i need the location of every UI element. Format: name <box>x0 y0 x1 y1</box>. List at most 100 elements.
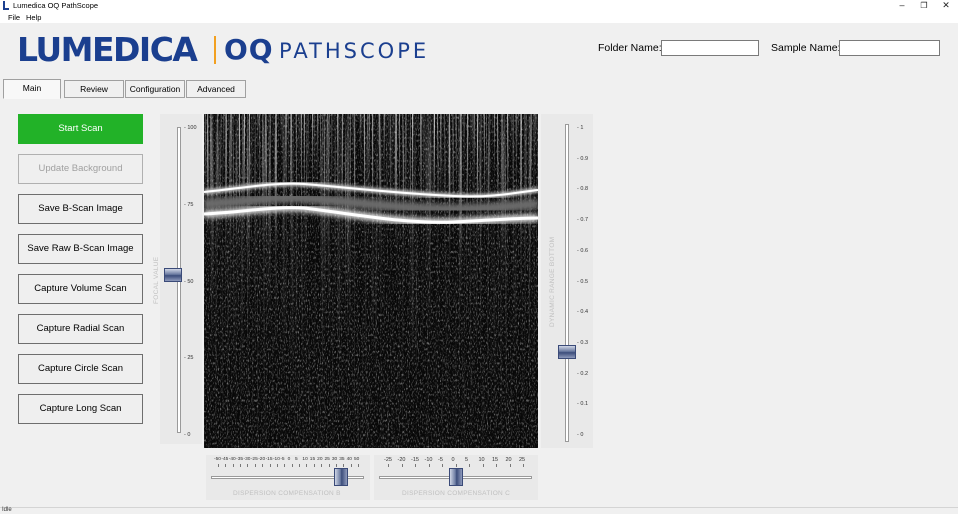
dispersion-c-tick-mark <box>442 464 443 467</box>
tab-advanced[interactable]: Advanced <box>186 80 246 98</box>
dispersion-b-track[interactable] <box>211 476 364 479</box>
dispersion-c-tick-mark <box>388 464 389 467</box>
focal-slider-caption: FOCAL VALUE <box>153 256 160 304</box>
tab-review[interactable]: Review <box>64 80 124 98</box>
logo-product-prefix: OQ <box>224 33 274 66</box>
logo-brand: LUMEDICA <box>17 30 198 69</box>
dispersion-c-tick-mark <box>401 464 403 467</box>
dynamic-range-slider-track[interactable] <box>565 124 569 442</box>
capture-circle-scan-button[interactable]: Capture Circle Scan <box>18 354 143 384</box>
dispersion-b-tick-label: -20 <box>258 457 266 462</box>
dispersion-b-tick-mark <box>306 464 308 467</box>
capture-long-scan-button[interactable]: Capture Long Scan <box>18 394 143 424</box>
dispersion-c-tick-label: -10 <box>424 457 433 463</box>
focal-slider-panel: - 100 - 75 - 50 - 25 - 0 FOCAL VALUE <box>153 114 202 444</box>
dispersion-b-tick-label: 35 <box>339 457 345 462</box>
dispersion-b-caption: DISPERSION COMPENSATION B <box>233 490 341 497</box>
dispersion-b-tick-mark <box>313 464 315 467</box>
focal-slider-tick-label: - 100 <box>184 125 197 131</box>
dynamic-range-tick-label: - 1 <box>577 125 584 131</box>
capture-volume-scan-button[interactable]: Capture Volume Scan <box>18 274 143 304</box>
sample-name-input[interactable] <box>839 40 940 56</box>
dispersion-c-tick-label: -25 <box>384 457 392 463</box>
bscan-image[interactable] <box>204 114 538 448</box>
dispersion-b-tick-label: 10 <box>302 457 308 462</box>
save-raw-bscan-image-button[interactable]: Save Raw B-Scan Image <box>18 234 143 264</box>
dynamic-range-tick-label: - 0.7 <box>577 217 589 224</box>
dynamic-range-tick-label: - 0 <box>577 432 584 438</box>
close-button[interactable]: ✕ <box>942 0 950 10</box>
dispersion-c-panel: -25 -20 -15 -10 -5 0 5 10 15 20 25 DISPERSION COMP… <box>374 455 538 500</box>
dynamic-range-tick-label: - 0.9 <box>577 155 589 162</box>
dispersion-b-tick-mark <box>321 464 323 467</box>
dispersion-b-tick-label: 30 <box>331 457 338 462</box>
restore-button[interactable]: ❐ <box>920 1 928 10</box>
dispersion-b-tick-label: 20 <box>317 457 323 462</box>
menu-file[interactable]: File <box>8 13 21 22</box>
dispersion-c-tick-label: -20 <box>397 457 406 463</box>
focal-slider-thumb[interactable] <box>164 268 182 283</box>
dispersion-b-tick-label: 40 <box>346 457 352 462</box>
folder-name-label: Folder Name: <box>598 42 662 54</box>
dispersion-b-tick-label: -30 <box>243 457 251 462</box>
dispersion-c-tick-label: 25 <box>519 457 526 463</box>
capture-radial-scan-button[interactable]: Capture Radial Scan <box>18 314 143 344</box>
dispersion-b-tick-label: 50 <box>354 457 360 462</box>
status-text: Idle <box>2 507 12 513</box>
dispersion-c-tick-label: 10 <box>478 457 485 463</box>
dispersion-b-tick-label: -25 <box>250 457 258 462</box>
dispersion-b-tick-mark <box>254 464 256 467</box>
dispersion-c-tick-label: 0 <box>451 457 455 463</box>
bscan-image-canvas <box>204 114 538 448</box>
dispersion-b-tick-label: -10 <box>272 457 280 462</box>
dispersion-b-tick-mark <box>218 464 219 467</box>
dispersion-b-tick-mark <box>225 464 227 467</box>
logo-divider <box>214 36 216 64</box>
dynamic-range-tick-label: - 0.2 <box>577 370 589 377</box>
dynamic-range-tick-label: - 0.8 <box>577 186 589 193</box>
focal-slider-tick-label: - 0 <box>184 432 191 438</box>
dispersion-b-tick-mark <box>262 464 264 467</box>
dispersion-b-tick-label: -5 <box>280 457 285 462</box>
dynamic-range-slider-caption: DYNAMIC RANGE BOTTOM <box>549 236 556 327</box>
dispersion-b-tick-mark <box>350 464 352 467</box>
tab-configuration[interactable]: Configuration <box>125 80 185 98</box>
dispersion-c-tick-label: 20 <box>505 457 512 463</box>
dispersion-b-tick-mark <box>343 464 345 467</box>
folder-name-input[interactable] <box>661 40 759 56</box>
minimize-button[interactable]: – <box>899 0 905 10</box>
sample-name-label: Sample Name: <box>771 42 841 54</box>
menu-help[interactable]: Help <box>26 13 42 22</box>
dispersion-c-tick-mark <box>523 464 524 467</box>
dispersion-c-tick-mark <box>415 464 416 467</box>
dispersion-c-caption: DISPERSION COMPENSATION C <box>402 490 511 497</box>
dispersion-b-thumb[interactable] <box>334 468 349 486</box>
save-bscan-image-button[interactable]: Save B-Scan Image <box>18 194 143 224</box>
app-icon <box>3 1 9 10</box>
focal-slider-tick-label: - 50 <box>184 278 194 285</box>
dispersion-b-tick-mark <box>269 464 271 467</box>
dispersion-c-thumb[interactable] <box>448 468 463 486</box>
dispersion-b-tick-label: 5 <box>295 457 298 462</box>
dispersion-c-tick-mark <box>509 464 511 467</box>
dispersion-b-tick-label: -40 <box>228 457 236 462</box>
dynamic-range-tick-label: - 0.1 <box>577 401 589 408</box>
dispersion-c-tick-mark <box>455 464 457 467</box>
dispersion-b-tick-mark <box>232 464 234 467</box>
dynamic-range-tick-label: - 0.6 <box>577 247 589 254</box>
dispersion-b-tick-mark <box>284 464 286 467</box>
dispersion-c-tick-label: -5 <box>438 457 443 463</box>
dynamic-range-tick-label: - 0.3 <box>577 339 589 346</box>
title-bar: Lumedica OQ PathScope – ❐ ✕ <box>0 0 958 12</box>
dispersion-b-tick-label: 15 <box>309 457 316 462</box>
dynamic-range-tick-label: - 0.5 <box>577 278 589 285</box>
update-background-button[interactable]: Update Background <box>18 154 143 184</box>
tab-main[interactable]: Main <box>3 79 61 99</box>
dispersion-b-tick-mark <box>240 464 242 467</box>
focal-slider-tick-label: - 25 <box>184 355 194 362</box>
dispersion-b-tick-label: 0 <box>287 457 291 462</box>
dynamic-range-slider-thumb[interactable] <box>558 345 576 360</box>
start-scan-button[interactable]: Start Scan <box>18 114 143 144</box>
dynamic-range-tick-label: - 0.4 <box>577 309 589 316</box>
dispersion-b-tick-mark <box>358 464 359 467</box>
